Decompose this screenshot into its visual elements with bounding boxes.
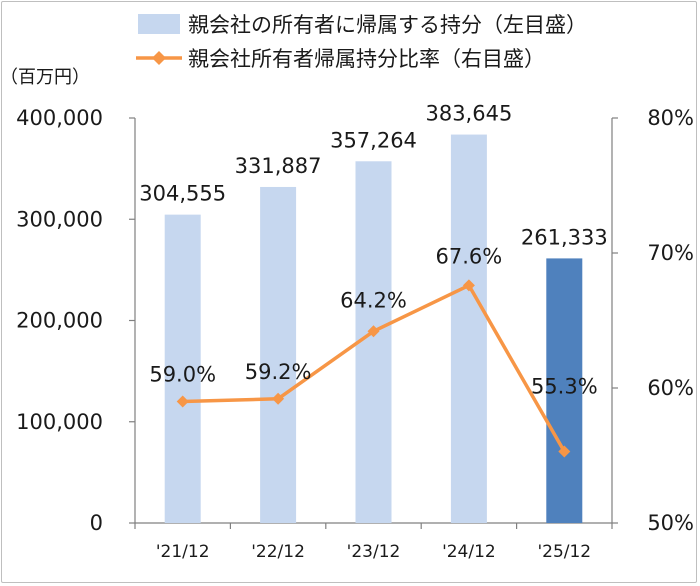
ratio-point xyxy=(272,392,285,405)
bar-data-label: 331,887 xyxy=(235,154,322,178)
ratio-point xyxy=(558,445,571,458)
legend-line-label: 親会社所有者帰属持分比率（右目盛） xyxy=(188,47,545,71)
right-tick-label: 50% xyxy=(647,511,694,535)
left-tick-label: 300,000 xyxy=(16,207,103,231)
bar xyxy=(355,161,392,523)
bar-data-label: 357,264 xyxy=(330,128,417,152)
left-tick-label: 200,000 xyxy=(16,309,103,333)
right-tick-label: 80% xyxy=(647,106,694,130)
x-tick-label: '24/12 xyxy=(442,542,496,562)
bar-data-label: 261,333 xyxy=(521,225,608,249)
legend-bar-label: 親会社の所有者に帰属する持分（左目盛） xyxy=(188,13,587,37)
ratio-data-label: 59.0% xyxy=(149,363,216,387)
left-tick-label: 400,000 xyxy=(16,106,103,130)
ratio-point xyxy=(462,279,475,292)
left-axis-unit: （百万円） xyxy=(0,67,90,88)
bar xyxy=(546,258,583,523)
bar-data-label: 304,555 xyxy=(139,182,226,206)
ratio-data-label: 55.3% xyxy=(531,374,598,398)
ratio-data-label: 59.2% xyxy=(245,360,312,384)
x-tick-label: '21/12 xyxy=(156,542,210,562)
x-tick-label: '23/12 xyxy=(347,542,401,562)
ratio-data-label: 64.2% xyxy=(340,288,407,312)
legend: 親会社の所有者に帰属する持分（左目盛） 親会社所有者帰属持分比率（右目盛） xyxy=(136,13,587,71)
left-tick-label: 100,000 xyxy=(16,410,103,434)
bar-data-label: 383,645 xyxy=(425,102,512,126)
right-tick-label: 70% xyxy=(647,241,694,265)
bar xyxy=(260,186,297,523)
legend-bar-swatch xyxy=(138,14,180,34)
plot-area: 0 100,000 200,000 300,000 400,000 50% 60% 70% 80… xyxy=(16,102,694,562)
x-tick-label: '25/12 xyxy=(537,542,591,562)
ratio-point xyxy=(176,395,189,408)
ratio-data-label: 67.6% xyxy=(436,244,503,268)
bar xyxy=(164,214,201,523)
bar xyxy=(450,134,487,523)
left-tick-label: 0 xyxy=(90,511,103,535)
ratio-point xyxy=(367,325,380,338)
right-tick-label: 60% xyxy=(647,376,694,400)
x-tick-label: '22/12 xyxy=(251,542,305,562)
legend-line-marker xyxy=(152,51,166,65)
